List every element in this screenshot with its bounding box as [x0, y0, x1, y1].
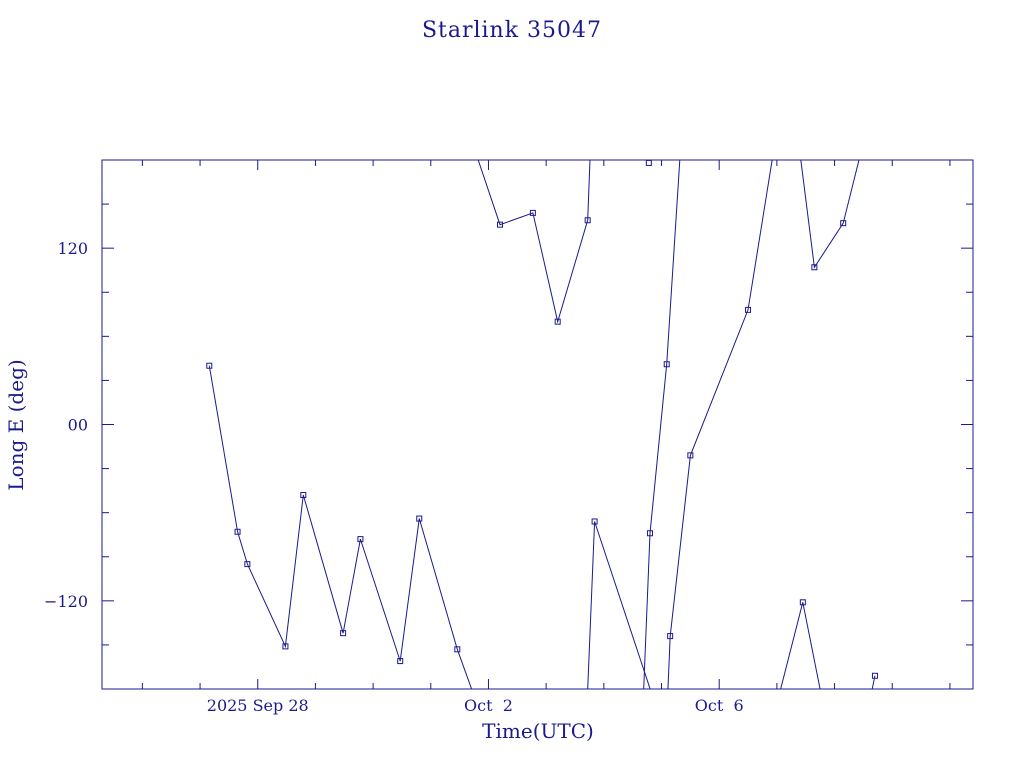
- series-line: [667, 160, 773, 689]
- data-point: [811, 264, 818, 271]
- data-point: [397, 658, 404, 665]
- y-axis-label: Long E (deg): [4, 359, 28, 490]
- y-tick-label: 120: [57, 239, 88, 258]
- x-tick-label: 2025 Sep 28: [207, 696, 309, 715]
- data-point: [871, 672, 878, 679]
- data-point: [554, 318, 561, 325]
- data-point: [799, 599, 806, 606]
- data-point: [497, 221, 504, 228]
- plot-frame: [101, 159, 974, 690]
- data-point: [357, 536, 364, 543]
- data-series: [206, 160, 878, 689]
- data-point: [234, 528, 241, 535]
- data-point: [663, 361, 670, 368]
- series-line: [208, 365, 473, 689]
- data-point: [529, 209, 536, 216]
- x-axis-label: Time(UTC): [482, 719, 594, 743]
- data-point: [416, 515, 423, 522]
- data-point: [745, 306, 752, 313]
- series-line: [643, 160, 681, 689]
- tick-labels: 2025 Sep 28 Oct 2 Oct 6 120 00 −120: [44, 239, 744, 715]
- chart-title: Starlink 35047: [422, 18, 602, 43]
- data-point: [244, 561, 251, 568]
- series-line: [871, 675, 876, 689]
- data-point: [645, 160, 652, 166]
- data-point: [282, 643, 289, 650]
- data-point: [300, 492, 307, 499]
- x-tick-label: Oct 6: [695, 696, 744, 715]
- data-point: [340, 630, 347, 637]
- data-point: [584, 217, 591, 224]
- data-point: [667, 633, 674, 640]
- series-line: [477, 160, 591, 324]
- series-line: [587, 521, 651, 689]
- data-point: [454, 646, 461, 653]
- data-point: [646, 530, 653, 537]
- data-point: [840, 220, 847, 227]
- series-line: [800, 160, 860, 269]
- data-point: [687, 452, 694, 459]
- y-tick-label: 00: [68, 416, 88, 435]
- x-tick-label: Oct 2: [464, 696, 513, 715]
- y-tick-label: −120: [44, 592, 88, 611]
- series-line: [780, 602, 821, 689]
- data-point: [591, 518, 598, 525]
- axis-ticks: [102, 160, 973, 689]
- data-point: [206, 362, 213, 369]
